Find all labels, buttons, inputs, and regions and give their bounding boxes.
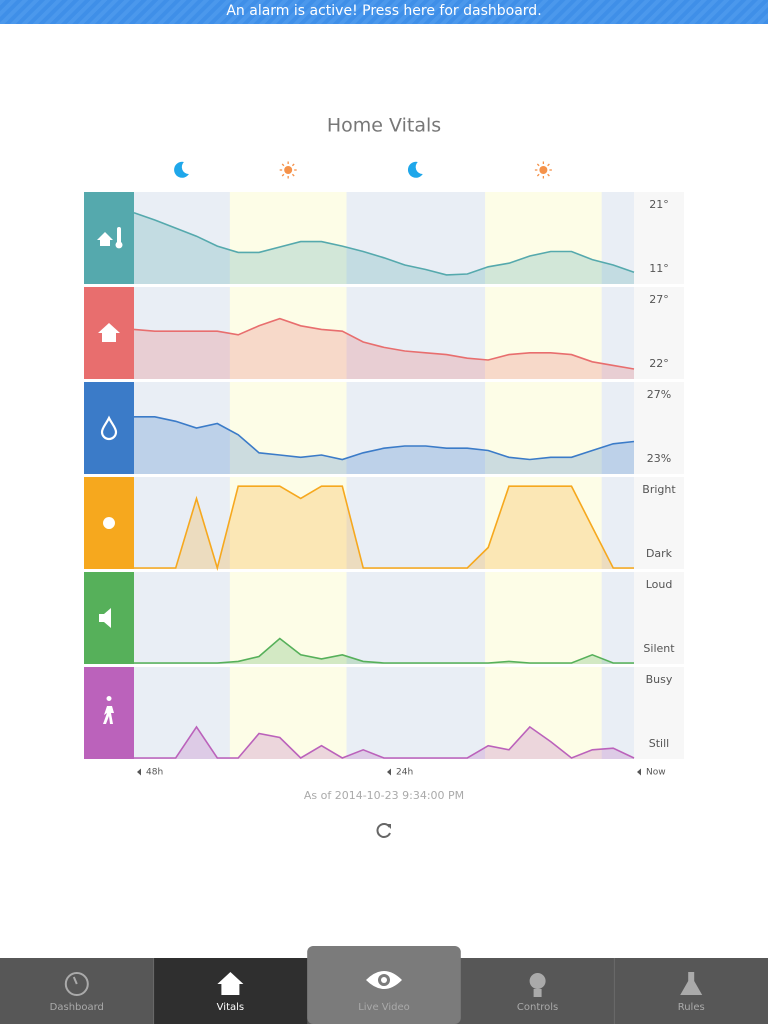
tab-label[interactable]: Rules	[678, 1002, 705, 1013]
day-band	[229, 382, 347, 474]
tab-icon[interactable]	[680, 972, 703, 995]
refresh-icon[interactable]	[376, 822, 391, 838]
sun-ray	[547, 173, 550, 177]
day-band	[485, 287, 602, 379]
day-band	[229, 192, 347, 284]
tab-icon[interactable]	[72, 976, 78, 985]
panel-icon	[98, 323, 120, 342]
y-tick-label: 22°	[649, 357, 669, 370]
tab-icon[interactable]	[533, 989, 542, 997]
label-column	[634, 572, 684, 664]
sun-ray	[536, 173, 540, 177]
sun-icon	[539, 166, 548, 174]
y-tick-label: 23%	[647, 452, 671, 465]
label-column	[634, 667, 684, 759]
series-line	[133, 317, 635, 370]
moon-icon	[174, 161, 189, 178]
sun-icon	[284, 166, 293, 174]
tab-icon[interactable]	[217, 972, 244, 995]
tab-label[interactable]: Vitals	[217, 1002, 244, 1013]
page-title: Home Vitals	[327, 115, 441, 137]
sun-ray	[291, 173, 295, 177]
area-fill	[134, 726, 634, 759]
x-tick-arrow	[637, 768, 641, 776]
x-tick-label: 48h	[146, 768, 163, 778]
refresh-arrow[interactable]	[386, 824, 391, 829]
x-tick-arrow	[387, 768, 391, 776]
day-band	[485, 572, 602, 664]
series-line	[134, 725, 635, 760]
day-band	[485, 667, 602, 759]
day-band	[229, 287, 347, 379]
y-tick-label: Dark	[646, 547, 673, 560]
day-band	[485, 477, 602, 569]
sun-ray	[281, 163, 285, 167]
x-tick-label: Now	[646, 768, 666, 778]
area-fill	[134, 212, 634, 284]
day-band	[485, 192, 602, 284]
y-tick-label: Busy	[646, 673, 673, 686]
y-tick-label: Bright	[642, 483, 676, 496]
label-column	[634, 192, 684, 284]
x-tick-label: 24h	[396, 768, 413, 778]
moon-icon	[407, 161, 423, 178]
y-tick-label: Still	[649, 737, 669, 750]
day-band	[229, 477, 347, 569]
y-tick-label: 27°	[649, 293, 669, 306]
banner-text[interactable]: An alarm is active! Press here for dashb…	[226, 3, 541, 19]
sun-ray	[291, 163, 295, 167]
tab-icon[interactable]	[529, 973, 546, 989]
panel-icon	[103, 696, 114, 724]
panel-icon	[100, 415, 118, 441]
x-tick-arrow	[137, 768, 141, 776]
sun-ray	[281, 173, 285, 177]
series-line	[133, 212, 635, 276]
area-fill	[134, 416, 634, 474]
series-line	[134, 485, 634, 571]
tab-bar: Dashboard Vitals Live Video Controls Rules	[0, 946, 768, 1024]
y-tick-label: Silent	[643, 642, 675, 655]
area-fill	[134, 486, 634, 569]
tab-label[interactable]: Controls	[517, 1002, 558, 1013]
y-tick-label: 27%	[647, 388, 671, 401]
series-line	[134, 416, 635, 461]
tab-label[interactable]: Dashboard	[50, 1002, 104, 1013]
y-tick-label: 11°	[649, 262, 669, 275]
panel-icon	[99, 608, 111, 628]
series-line	[134, 637, 634, 664]
label-column	[634, 382, 684, 474]
area-fill	[134, 318, 634, 379]
label-column	[634, 287, 684, 379]
tab-icon[interactable]	[64, 972, 89, 996]
y-tick-label: Loud	[646, 578, 673, 591]
label-column	[634, 477, 684, 569]
icon-box	[84, 382, 134, 474]
refresh-button[interactable]	[376, 822, 391, 838]
tab-label[interactable]: Live Video	[358, 1002, 410, 1013]
area-fill	[134, 638, 634, 664]
day-band	[229, 667, 347, 759]
y-tick-label: 21°	[649, 198, 669, 211]
sun-ray	[536, 163, 540, 167]
tab-icon[interactable]	[381, 977, 387, 983]
day-band	[229, 572, 347, 664]
sun-ray	[547, 163, 550, 167]
charts: 21° 11° 27° 22° 27% 23% Bright Dark Loud Silent Bu…	[84, 192, 684, 760]
as-of: As of 2014-10-23 9:34:00 PM	[304, 789, 464, 802]
panel-icon	[97, 227, 123, 249]
panel-icon	[102, 517, 115, 529]
alarm-banner[interactable]	[0, 0, 768, 24]
